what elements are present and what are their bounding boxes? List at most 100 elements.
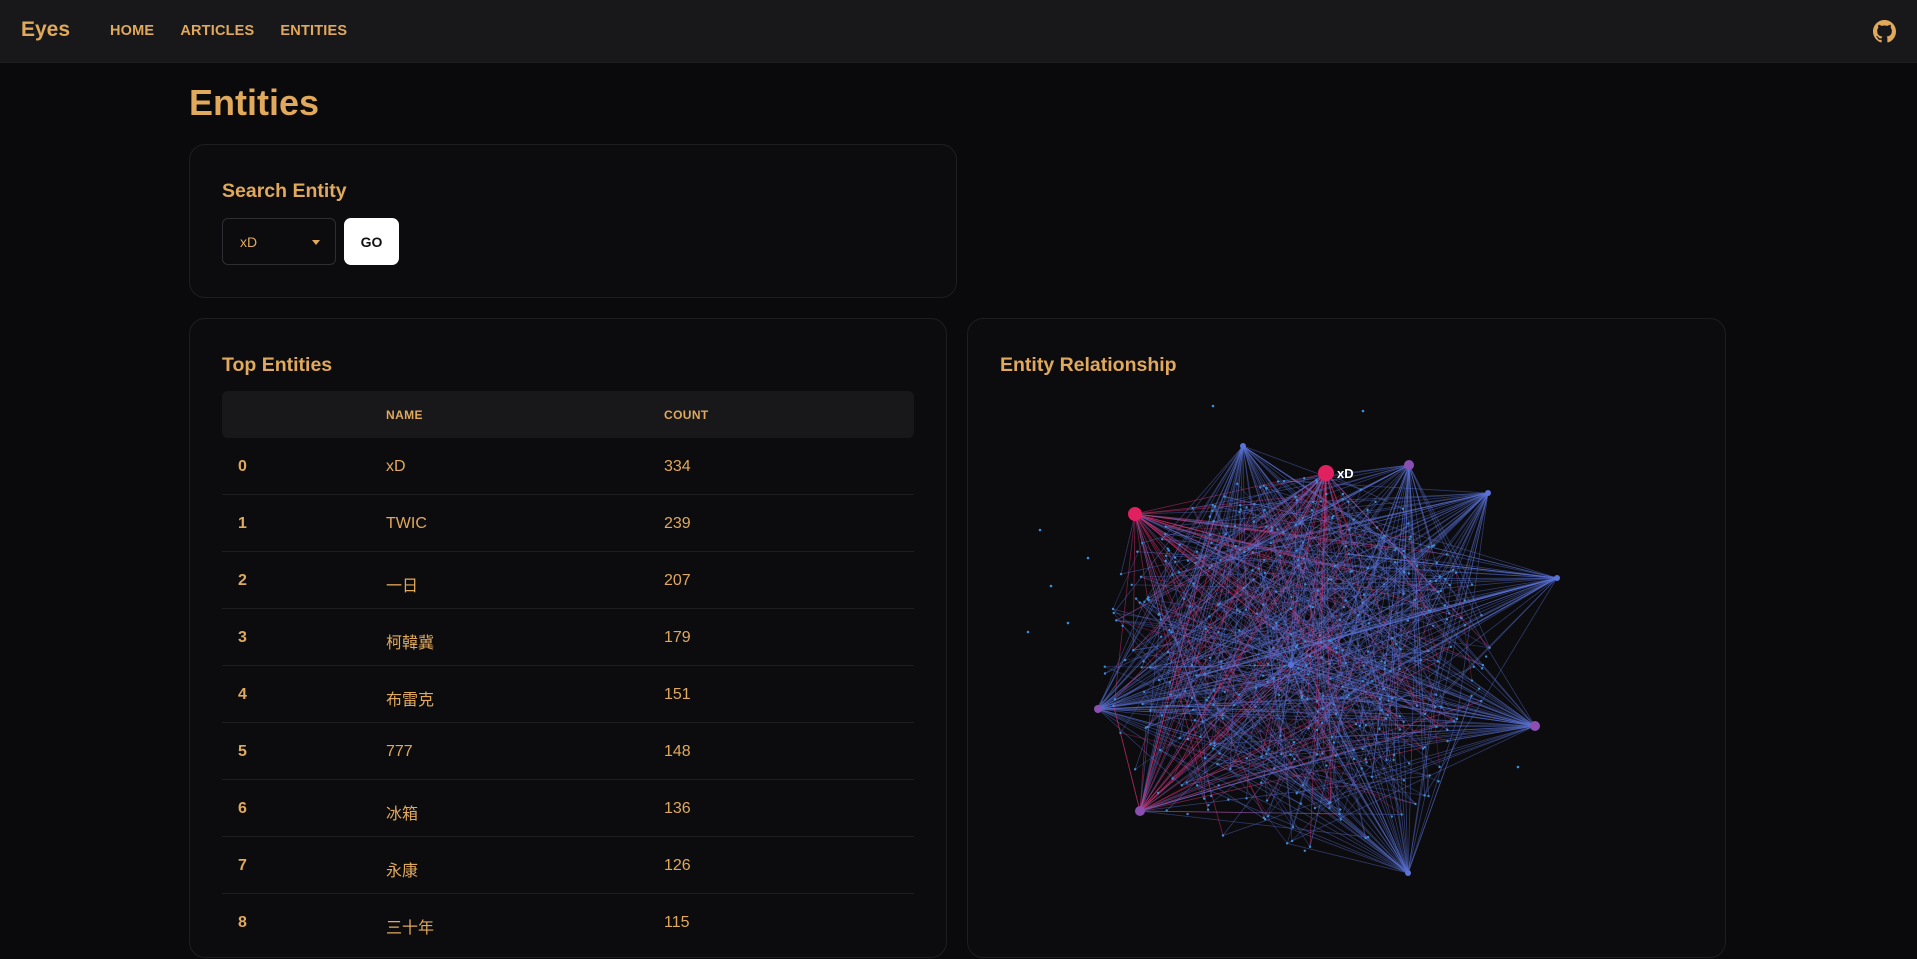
graph-node[interactable] [1225, 533, 1227, 535]
graph-node[interactable] [1087, 557, 1090, 560]
graph-node[interactable] [1207, 804, 1209, 806]
graph-node[interactable] [1209, 534, 1211, 536]
graph-node[interactable] [1316, 729, 1318, 731]
graph-node[interactable] [1333, 741, 1335, 743]
graph-node[interactable] [1209, 515, 1211, 517]
graph-node[interactable] [1146, 726, 1148, 728]
graph-node[interactable] [1165, 809, 1167, 811]
graph-node[interactable] [1436, 562, 1438, 564]
graph-node[interactable] [1473, 666, 1475, 668]
graph-node[interactable] [1191, 507, 1193, 509]
graph-node[interactable] [1220, 660, 1222, 662]
graph-node[interactable] [1383, 583, 1385, 585]
graph-node[interactable] [1238, 694, 1240, 696]
graph-node[interactable] [1171, 573, 1173, 575]
graph-node[interactable] [1027, 631, 1030, 634]
graph-node[interactable] [1212, 747, 1214, 749]
graph-node[interactable] [1205, 628, 1207, 630]
graph-node[interactable] [1339, 808, 1341, 810]
graph-node[interactable] [1378, 727, 1380, 729]
graph-node[interactable] [1366, 509, 1368, 511]
graph-node[interactable] [1408, 762, 1410, 764]
graph-node[interactable] [1169, 681, 1171, 683]
graph-node[interactable] [1391, 697, 1393, 699]
graph-node[interactable] [1359, 725, 1361, 727]
graph-node[interactable] [1178, 571, 1180, 573]
graph-node[interactable] [1239, 610, 1241, 612]
graph-node[interactable] [1403, 779, 1405, 781]
graph-node[interactable] [1335, 651, 1337, 653]
graph-node[interactable] [1213, 689, 1215, 691]
graph-node[interactable] [1224, 691, 1226, 693]
graph-node[interactable] [1395, 547, 1397, 549]
graph-node[interactable] [1322, 695, 1324, 697]
graph-node[interactable] [1314, 807, 1316, 809]
graph-node[interactable] [1204, 673, 1206, 675]
graph-node[interactable] [1380, 660, 1382, 662]
graph-node[interactable] [1235, 545, 1237, 547]
graph-node[interactable] [1050, 585, 1053, 588]
graph-node[interactable] [1345, 599, 1347, 601]
graph-node[interactable] [1364, 837, 1366, 839]
graph-node[interactable] [1423, 794, 1425, 796]
graph-node[interactable] [1119, 732, 1121, 734]
graph-node[interactable] [1255, 705, 1257, 707]
graph-node[interactable] [1488, 647, 1490, 649]
graph-node[interactable] [1270, 542, 1272, 544]
graph-node[interactable] [1265, 525, 1267, 527]
graph-node[interactable] [1135, 597, 1137, 599]
graph-node[interactable] [1371, 680, 1373, 682]
graph-node[interactable] [1217, 784, 1219, 786]
graph-node[interactable] [1391, 815, 1393, 817]
graph-node[interactable] [1277, 480, 1279, 482]
graph-node[interactable] [1112, 608, 1114, 610]
graph-node[interactable] [1293, 758, 1295, 760]
graph-node[interactable] [1259, 486, 1261, 488]
graph-node[interactable] [1211, 510, 1213, 512]
graph-hub-node[interactable] [1485, 490, 1491, 496]
graph-node[interactable] [1104, 672, 1106, 674]
graph-node[interactable] [1517, 766, 1520, 769]
graph-node[interactable] [1263, 559, 1265, 561]
graph-node[interactable] [1335, 713, 1337, 715]
graph-node[interactable] [1279, 554, 1281, 556]
graph-node[interactable] [1280, 753, 1282, 755]
graph-node[interactable] [1165, 525, 1167, 527]
graph-node[interactable] [1134, 768, 1136, 770]
graph-node[interactable] [1456, 718, 1458, 720]
graph-node[interactable] [1446, 740, 1448, 742]
graph-node[interactable] [1339, 619, 1341, 621]
graph-node[interactable] [1334, 565, 1336, 567]
nav-articles[interactable]: ARTICLES [180, 23, 254, 39]
graph-node[interactable] [1174, 556, 1176, 558]
graph-node[interactable] [1213, 742, 1215, 744]
graph-node[interactable] [1361, 602, 1363, 604]
graph-node[interactable] [1256, 612, 1258, 614]
graph-node[interactable] [1317, 710, 1319, 712]
graph-node[interactable] [1452, 569, 1454, 571]
graph-node[interactable] [1312, 606, 1314, 608]
graph-node[interactable] [1391, 637, 1393, 639]
graph-node[interactable] [1346, 696, 1348, 698]
graph-hub-node[interactable] [1554, 575, 1560, 581]
graph-node[interactable] [1446, 553, 1448, 555]
graph-node[interactable] [1381, 536, 1383, 538]
graph-node[interactable] [1330, 578, 1332, 580]
graph-node[interactable] [1214, 547, 1216, 549]
graph-node[interactable] [1272, 647, 1274, 649]
graph-node[interactable] [1399, 728, 1401, 730]
graph-node[interactable] [1435, 726, 1437, 728]
graph-node[interactable] [1297, 667, 1299, 669]
graph-node[interactable] [1301, 696, 1303, 698]
graph-node[interactable] [1220, 666, 1222, 668]
graph-node[interactable] [1437, 591, 1439, 593]
graph-node[interactable] [1252, 578, 1254, 580]
graph-node[interactable] [1400, 648, 1402, 650]
graph-node[interactable] [1247, 547, 1249, 549]
graph-node[interactable] [1394, 561, 1396, 563]
graph-node[interactable] [1347, 694, 1349, 696]
graph-node[interactable] [1481, 667, 1483, 669]
nav-home[interactable]: HOME [110, 23, 154, 39]
graph-node[interactable] [1168, 629, 1170, 631]
graph-node[interactable] [1427, 795, 1429, 797]
